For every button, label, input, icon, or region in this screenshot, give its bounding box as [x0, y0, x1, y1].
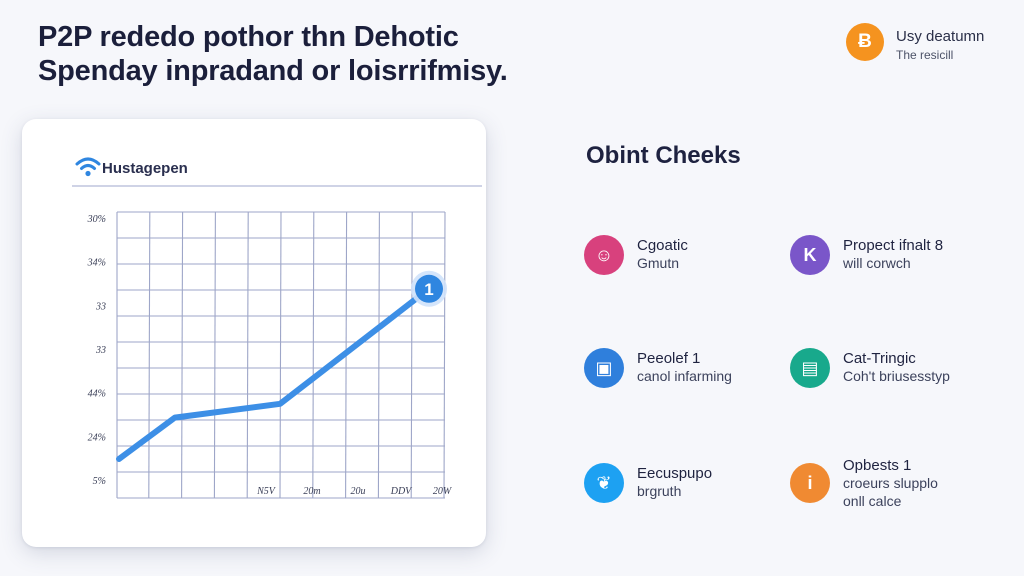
grid-line-vertical — [312, 211, 315, 499]
feature-subtitle: Coh't briusesstyp — [843, 368, 950, 384]
grid-line-vertical — [246, 211, 249, 499]
feature-card[interactable]: i Opbests 1 croeurs slupplo onll calce — [790, 455, 1010, 515]
feature-subtitle: croeurs slupplo — [843, 475, 938, 491]
info-icon: i — [790, 463, 830, 503]
grid-line-vertical — [377, 211, 380, 499]
feature-title: Peeolef 1 — [637, 350, 701, 367]
grid-line-vertical — [443, 211, 446, 499]
chart-card: 30% 34% 33 33 44% 24% 5% N5V 20m 20u DDV 20W 1 Husta… — [22, 119, 486, 547]
x-tick-label: DDV — [390, 486, 413, 497]
feature-subtitle: brgruth — [637, 483, 682, 499]
twitter-icon: ❦ — [584, 463, 624, 503]
badge-title: Usy deatumn — [896, 28, 985, 45]
feature-title: Eecuspupo — [637, 465, 713, 482]
feature-title: Propect ifnalt 8 — [843, 237, 944, 254]
marker-label: 1 — [424, 280, 433, 299]
y-tick-label: 33 — [95, 301, 106, 312]
k-icon: K — [790, 235, 830, 275]
y-tick-label: 34% — [87, 258, 106, 269]
y-tick-label: 44% — [88, 389, 106, 400]
user-icon: ☺ — [584, 235, 624, 275]
feature-card[interactable]: ▤ Cat-Tringic Coh't briusesstyp — [790, 348, 1010, 408]
feature-card[interactable]: ▣ Peeolef 1 canol infarming — [584, 348, 804, 408]
x-tick-label: N5V — [256, 486, 277, 497]
coin-badge: Ƀ Usy deatumn The resicill — [846, 23, 1024, 67]
feature-subtitle: will corwch — [843, 255, 911, 271]
y-tick-label: 24% — [88, 432, 106, 443]
chart-card-header: Hustagepen — [72, 149, 482, 187]
y-tick-label: 5% — [93, 476, 106, 487]
bitcoin-icon: Ƀ — [846, 23, 884, 61]
x-tick-label: 20W — [433, 486, 453, 497]
headline: P2P rededo pothor thn Dehotic Spenday in… — [38, 20, 508, 88]
wifi-icon — [75, 157, 101, 177]
chart-title: Hustagepen — [102, 160, 188, 177]
feature-card[interactable]: ☺ Cgoatic Gmutn — [584, 235, 804, 295]
headline-line-1: P2P rededo pothor thn Dehotic — [38, 21, 459, 53]
feature-subtitle: Gmutn — [637, 255, 680, 271]
grid-line-vertical — [279, 211, 282, 499]
feature-subtitle: canol infarming — [637, 368, 732, 384]
card-icon: ▣ — [584, 348, 624, 388]
feature-card[interactable]: ❦ Eecuspupo brgruth — [584, 463, 804, 523]
badge-subtitle: The resicill — [896, 48, 954, 62]
feature-title: Cat-Tringic — [843, 350, 916, 367]
x-tick-label: 20m — [303, 486, 320, 497]
y-tick-label: 33 — [95, 345, 106, 356]
feature-card[interactable]: K Propect ifnalt 8 will corwch — [790, 235, 1010, 295]
feature-title: Cgoatic — [637, 237, 688, 254]
grid-line-vertical — [181, 211, 184, 499]
x-tick-label: 20u — [351, 486, 366, 497]
series-line — [116, 285, 432, 462]
cards-heading: Obint Cheeks — [586, 142, 741, 169]
marker-dot — [415, 274, 443, 303]
feature-title: Opbests 1 — [843, 457, 912, 474]
book-icon: ▤ — [790, 348, 830, 388]
feature-detail: onll calce — [843, 493, 902, 509]
y-tick-label: 30% — [87, 214, 106, 225]
headline-line-2: Spenday inpradand or loisrrifmisy. — [38, 55, 508, 87]
grid-line-vertical — [213, 211, 216, 499]
grid-line-vertical — [148, 211, 151, 499]
grid-line-vertical — [410, 211, 413, 499]
line-chart: 30% 34% 33 33 44% 24% 5% N5V 20m 20u DDV 20W 1 — [87, 211, 453, 499]
